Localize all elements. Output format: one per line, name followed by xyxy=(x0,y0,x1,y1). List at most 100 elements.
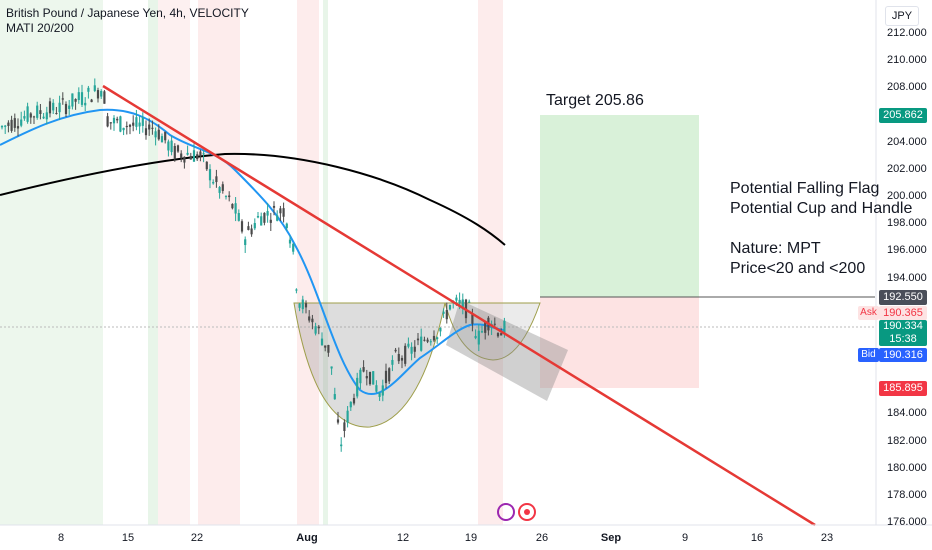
candle-body xyxy=(132,122,135,126)
candle-body xyxy=(20,119,23,126)
candle-body xyxy=(61,98,64,100)
candle-body xyxy=(391,359,394,365)
candle-body xyxy=(394,349,397,352)
candle-body xyxy=(314,326,317,334)
candle-body xyxy=(0,126,4,128)
candle-body xyxy=(436,337,439,340)
candle-body xyxy=(372,371,375,385)
candle-body xyxy=(260,216,263,226)
candle-body xyxy=(247,226,250,230)
time-axis-tick-label: 23 xyxy=(820,532,834,544)
candle-body xyxy=(135,117,138,127)
candle-body xyxy=(106,116,109,127)
candle-body xyxy=(477,330,480,345)
price-axis-tick-label: 182.000 xyxy=(887,434,927,447)
dividends-icon[interactable] xyxy=(518,503,536,521)
candle-body xyxy=(292,243,295,252)
falling-trendline[interactable] xyxy=(102,84,816,527)
candle-body xyxy=(442,311,445,314)
time-axis-tick-label: Aug xyxy=(296,532,318,544)
chart-legend: British Pound / Japanese Yen, 4h, VELOCI… xyxy=(6,6,249,36)
candle-body xyxy=(29,113,32,118)
candle-body xyxy=(10,119,13,131)
candle-body xyxy=(74,99,77,102)
candle-body xyxy=(141,117,144,126)
price-axis-tick-label: 184.000 xyxy=(887,407,927,420)
target-price-tag: 205.862 xyxy=(879,108,927,123)
candle-body xyxy=(4,125,7,127)
candle-body xyxy=(493,323,496,325)
currency-selector[interactable]: JPY xyxy=(885,6,919,26)
candle-body xyxy=(244,239,247,246)
ema20-line xyxy=(0,108,506,396)
candle-body xyxy=(429,341,432,343)
events-icon[interactable] xyxy=(497,503,515,521)
candle-body xyxy=(336,419,340,423)
candle-body xyxy=(176,145,180,152)
candle-body xyxy=(80,92,84,105)
candle-body xyxy=(448,304,452,310)
candle-body xyxy=(42,116,45,119)
target-annotation: Target 205.86 xyxy=(546,92,644,109)
candle-body xyxy=(327,345,330,353)
target-zone xyxy=(540,115,699,297)
candle-body xyxy=(253,223,256,229)
candle-body xyxy=(426,339,429,342)
candle-body xyxy=(224,196,228,198)
candle-body xyxy=(365,376,368,379)
candle-body xyxy=(445,309,448,320)
green-band xyxy=(323,0,328,525)
candle-body xyxy=(266,211,269,216)
candle-body xyxy=(68,105,71,109)
candle-body xyxy=(397,353,400,362)
bid-price-tag: 190.316 xyxy=(879,348,927,362)
candle-body xyxy=(167,141,170,151)
candle-body xyxy=(416,338,420,341)
candle-body xyxy=(192,150,196,162)
ask-label: Ask xyxy=(858,306,879,320)
candle-body xyxy=(375,385,378,392)
price-axis-tick-label: 180.000 xyxy=(887,461,927,474)
candle-body xyxy=(122,127,125,131)
last-price-tag: 190.334 15:38 xyxy=(879,320,927,346)
red-band xyxy=(158,0,190,525)
candle-body xyxy=(480,331,484,333)
candle-body xyxy=(410,346,413,354)
candle-body xyxy=(71,93,74,107)
candle-body xyxy=(26,106,29,122)
candle-body xyxy=(276,215,279,221)
time-axis-tick-label: 8 xyxy=(57,532,65,544)
candle-body xyxy=(308,316,311,321)
candle-body xyxy=(272,205,276,208)
candle-body xyxy=(196,154,199,160)
price-axis-tick-label: 196.000 xyxy=(887,244,927,257)
candle-body xyxy=(496,333,500,337)
symbol-title[interactable]: British Pound / Japanese Yen, 4h, VELOCI… xyxy=(6,6,249,20)
candle-body xyxy=(183,156,186,163)
candle-body xyxy=(324,345,327,348)
ask-price-tag: 190.365 xyxy=(879,306,927,320)
candle-body xyxy=(432,335,436,341)
price-axis-tick-label: 178.000 xyxy=(887,488,927,501)
candle-body xyxy=(55,113,58,115)
candle-body xyxy=(64,103,68,115)
candle-body xyxy=(189,156,192,160)
candle-body xyxy=(346,410,349,423)
candle-body xyxy=(356,377,359,397)
candle-body xyxy=(96,90,100,99)
candle-body xyxy=(269,219,272,223)
candle-body xyxy=(304,303,308,308)
candle-body xyxy=(484,321,487,333)
candle-body xyxy=(317,326,320,329)
candle-body xyxy=(215,176,218,183)
candle-body xyxy=(420,336,423,351)
indicator-title[interactable]: MATI 20/200 xyxy=(6,21,74,35)
stop-zone xyxy=(540,297,699,388)
candle-body xyxy=(202,153,205,155)
candle-body xyxy=(295,289,298,291)
candle-body xyxy=(423,339,426,341)
candle-body xyxy=(119,116,122,132)
candle-body xyxy=(400,357,404,361)
price-axis-area[interactable] xyxy=(876,0,932,525)
